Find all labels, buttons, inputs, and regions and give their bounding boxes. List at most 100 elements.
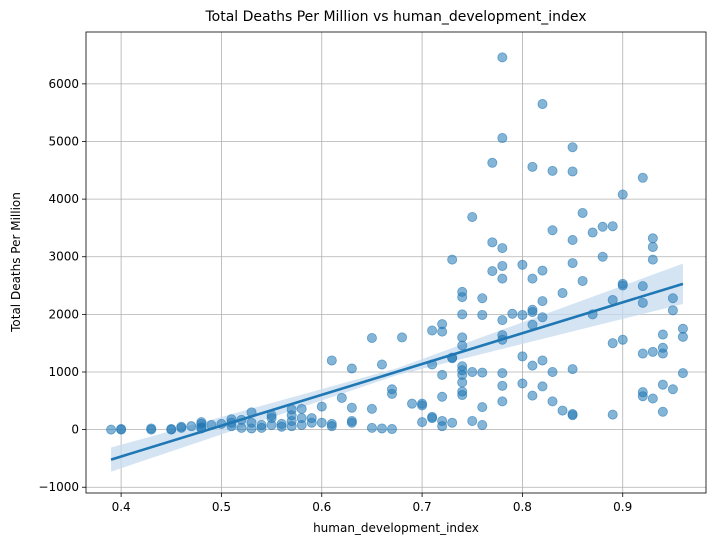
confidence-band-area	[111, 263, 683, 472]
data-point	[637, 172, 648, 183]
data-point	[677, 331, 688, 342]
data-point	[497, 260, 508, 271]
data-point	[667, 293, 678, 304]
data-point	[437, 421, 448, 432]
data-point	[527, 390, 538, 401]
data-point	[567, 364, 578, 375]
data-point	[607, 338, 618, 349]
data-point	[316, 401, 327, 412]
data-point	[196, 417, 207, 428]
data-point	[657, 348, 668, 359]
data-point	[497, 273, 508, 284]
data-point	[517, 309, 528, 320]
regression-line	[110, 282, 684, 461]
x-axis-ticks: 0.4 0.5 0.6 0.7 0.8 0.9	[112, 493, 632, 514]
data-point	[537, 296, 548, 307]
data-point	[477, 293, 488, 304]
data-point	[116, 424, 127, 435]
data-point	[497, 243, 508, 254]
x-tick-label: 0.4	[112, 500, 131, 514]
data-point	[376, 359, 387, 370]
data-point	[527, 273, 538, 284]
data-point	[677, 368, 688, 379]
data-point	[497, 368, 508, 379]
data-point	[457, 390, 468, 401]
data-point	[507, 308, 518, 319]
data-point	[437, 391, 448, 402]
data-point	[647, 346, 658, 357]
data-point	[477, 309, 488, 320]
data-point	[366, 403, 377, 414]
y-tick-label: −1000	[38, 480, 79, 494]
data-point	[417, 400, 428, 411]
data-point	[457, 309, 468, 320]
data-point	[647, 254, 658, 265]
data-point	[417, 417, 428, 428]
plot-frame	[85, 31, 707, 494]
data-point	[657, 329, 668, 340]
data-point	[286, 421, 297, 432]
data-point	[637, 348, 648, 359]
data-point	[437, 326, 448, 337]
data-point	[186, 421, 197, 432]
x-tick-label: 0.7	[413, 500, 432, 514]
data-point	[477, 420, 488, 431]
data-point	[487, 266, 498, 277]
x-axis-label: human_development_index	[313, 521, 479, 535]
y-axis-ticks: −1000 0 1000 2000 3000 4000 5000 6000	[38, 77, 86, 494]
data-point	[647, 393, 658, 404]
data-point	[497, 380, 508, 391]
data-point	[497, 396, 508, 407]
x-tick-label: 0.8	[513, 500, 532, 514]
data-point	[427, 325, 438, 336]
data-point	[366, 422, 377, 433]
data-point	[246, 423, 257, 434]
data-point	[557, 288, 568, 299]
data-point	[467, 211, 478, 222]
data-point	[166, 424, 177, 435]
data-point	[467, 366, 478, 377]
data-point	[657, 406, 668, 417]
y-tick-label: 5000	[48, 134, 79, 148]
data-point	[617, 334, 628, 345]
data-point	[306, 417, 317, 428]
data-point	[607, 221, 618, 232]
data-point	[667, 305, 678, 316]
data-point	[517, 378, 528, 389]
data-point	[296, 403, 307, 414]
data-point	[577, 207, 588, 218]
data-point	[326, 355, 337, 366]
data-point	[316, 417, 327, 428]
data-point	[397, 332, 408, 343]
x-tick-label: 0.6	[312, 500, 331, 514]
data-point	[567, 258, 578, 269]
data-point	[457, 377, 468, 388]
data-point	[266, 420, 277, 431]
data-point	[567, 142, 578, 153]
x-tick-label: 0.9	[613, 500, 632, 514]
chart-title: Total Deaths Per Million vs human_develo…	[204, 9, 586, 25]
data-point	[537, 99, 548, 110]
data-point	[176, 422, 187, 433]
data-point	[547, 366, 558, 377]
data-point	[346, 417, 357, 428]
data-point	[617, 280, 628, 291]
data-point	[567, 235, 578, 246]
data-point	[386, 424, 397, 435]
data-point	[567, 410, 578, 421]
data-point	[607, 409, 618, 420]
regression-line-group	[110, 282, 684, 461]
data-point	[447, 417, 458, 428]
data-point	[276, 421, 287, 432]
data-point	[577, 275, 588, 286]
data-point	[637, 297, 648, 308]
data-point	[487, 157, 498, 168]
data-point	[587, 227, 598, 238]
y-tick-label: 3000	[48, 250, 79, 264]
data-point	[557, 405, 568, 416]
x-tick-label: 0.5	[212, 500, 231, 514]
y-tick-label: 0	[71, 423, 79, 437]
data-point	[497, 52, 508, 63]
data-point	[537, 355, 548, 366]
data-point	[366, 332, 377, 343]
